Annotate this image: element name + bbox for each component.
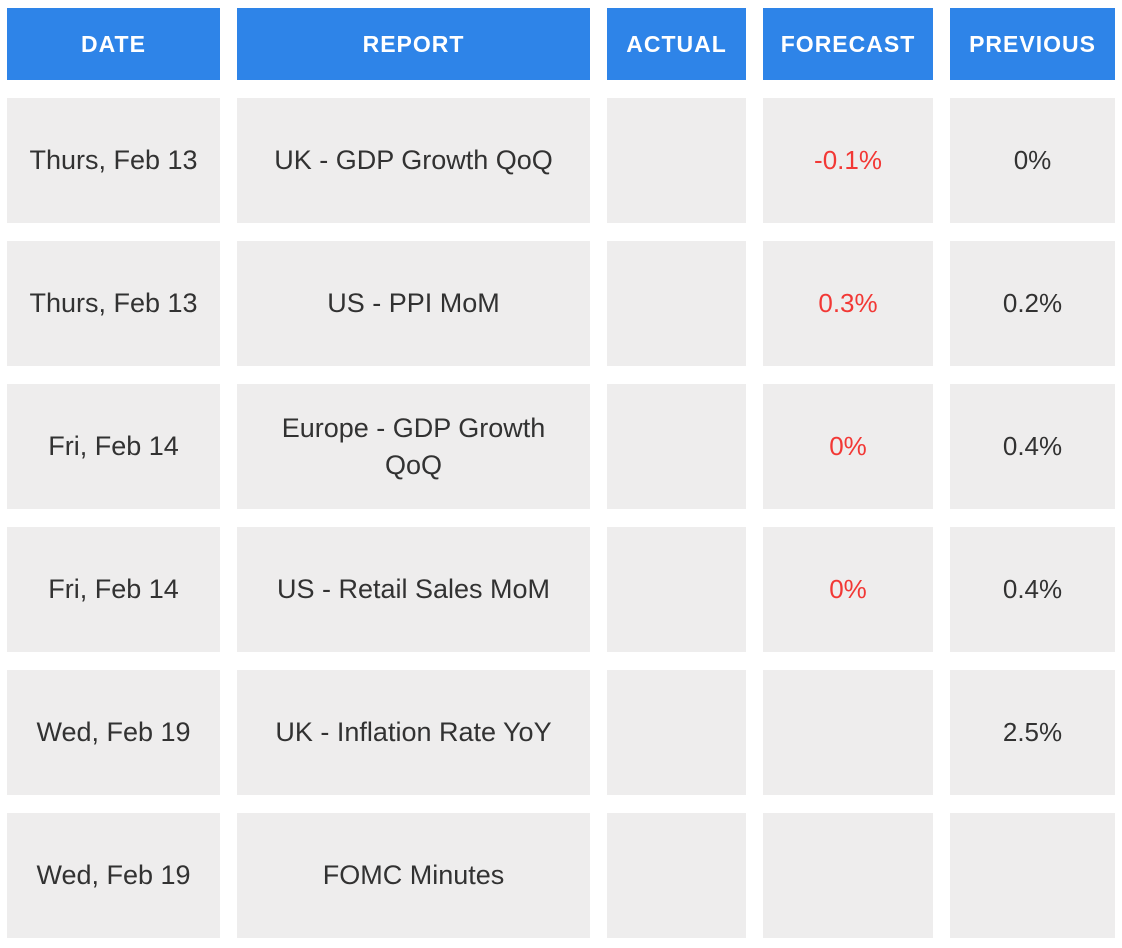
previous-cell: 0.4%	[950, 527, 1115, 652]
previous-cell: 0.2%	[950, 241, 1115, 366]
actual-cell	[607, 384, 746, 509]
date-cell: Fri, Feb 14	[7, 384, 220, 509]
report-cell: US - PPI MoM	[237, 241, 590, 366]
column-header-previous: PREVIOUS	[950, 8, 1115, 80]
report-cell: US - Retail Sales MoM	[237, 527, 590, 652]
forecast-cell: 0%	[763, 527, 933, 652]
previous-cell	[950, 813, 1115, 938]
forecast-cell	[763, 813, 933, 938]
actual-cell	[607, 527, 746, 652]
date-cell: Wed, Feb 19	[7, 813, 220, 938]
report-cell: UK - GDP Growth QoQ	[237, 98, 590, 223]
previous-cell: 0%	[950, 98, 1115, 223]
date-cell: Wed, Feb 19	[7, 670, 220, 795]
report-cell: UK - Inflation Rate YoY	[237, 670, 590, 795]
actual-cell	[607, 813, 746, 938]
previous-cell: 0.4%	[950, 384, 1115, 509]
forecast-cell: -0.1%	[763, 98, 933, 223]
actual-cell	[607, 98, 746, 223]
date-cell: Thurs, Feb 13	[7, 241, 220, 366]
column-header-actual: ACTUAL	[607, 8, 746, 80]
date-cell: Thurs, Feb 13	[7, 98, 220, 223]
actual-cell	[607, 241, 746, 366]
column-header-report: REPORT	[237, 8, 590, 80]
previous-cell: 2.5%	[950, 670, 1115, 795]
forecast-cell	[763, 670, 933, 795]
report-cell: Europe - GDP Growth QoQ	[237, 384, 590, 509]
forecast-cell: 0.3%	[763, 241, 933, 366]
actual-cell	[607, 670, 746, 795]
forecast-cell: 0%	[763, 384, 933, 509]
column-header-date: DATE	[7, 8, 220, 80]
report-cell: FOMC Minutes	[237, 813, 590, 938]
date-cell: Fri, Feb 14	[7, 527, 220, 652]
column-header-forecast: FORECAST	[763, 8, 933, 80]
